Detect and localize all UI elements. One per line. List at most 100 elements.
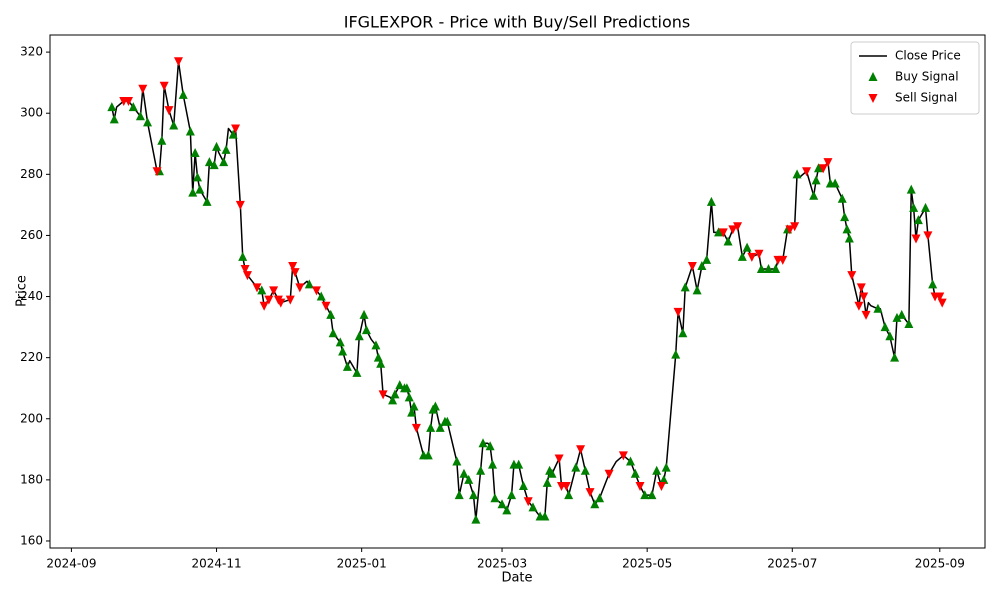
- signal-marker: [778, 255, 788, 265]
- legend: Close Price Buy Signal Sell Signal: [850, 41, 980, 115]
- signal-marker: [747, 252, 757, 262]
- signal-marker: [321, 301, 331, 311]
- signal-marker: [790, 222, 800, 232]
- signal-marker: [178, 89, 188, 99]
- signal-marker: [135, 111, 145, 121]
- signal-marker: [411, 423, 421, 433]
- signal-marker: [316, 291, 326, 301]
- signal-marker: [756, 264, 766, 274]
- signal-marker: [354, 331, 364, 341]
- signal-marker: [376, 358, 386, 368]
- y-tick-label: 260: [20, 228, 43, 242]
- signal-marker: [818, 164, 828, 174]
- y-tick-label: 320: [20, 45, 43, 59]
- legend-label: Buy Signal: [895, 70, 959, 84]
- signal-marker: [518, 480, 528, 490]
- signal-marker: [269, 286, 279, 296]
- signal-marker: [311, 286, 321, 296]
- signal-marker: [152, 167, 162, 177]
- signal-marker: [159, 81, 169, 91]
- signal-marker: [409, 401, 419, 411]
- signal-marker: [471, 514, 481, 524]
- signal-marker: [252, 283, 262, 293]
- signal-marker: [295, 283, 305, 293]
- signal-marker: [706, 196, 716, 206]
- x-tick-label: 2025-09: [915, 557, 965, 571]
- signal-marker: [652, 465, 662, 475]
- signal-marker: [856, 283, 866, 293]
- signal-marker: [844, 233, 854, 243]
- signal-marker: [859, 292, 869, 302]
- signal-marker: [257, 285, 267, 295]
- signal-marker: [763, 264, 773, 274]
- signal-marker: [209, 160, 219, 170]
- signal-marker: [673, 307, 683, 317]
- signal-marker: [528, 502, 538, 512]
- signal-marker: [507, 490, 517, 500]
- signal-marker: [626, 456, 636, 466]
- signal-marker: [219, 157, 229, 167]
- signal-marker: [335, 337, 345, 347]
- signal-marker: [157, 135, 167, 145]
- signal-marker: [742, 242, 752, 252]
- signal-marker: [554, 454, 564, 464]
- chart-title: IFGLEXPOR - Price with Buy/Sell Predicti…: [344, 13, 691, 32]
- signal-marker: [402, 383, 412, 393]
- signal-marker: [785, 225, 795, 235]
- signal-marker: [640, 490, 650, 500]
- signal-marker: [169, 120, 179, 130]
- signal-marker: [342, 361, 352, 371]
- signal-marker: [892, 312, 902, 322]
- signal-marker: [547, 468, 557, 478]
- signal-marker: [173, 57, 183, 67]
- signal-marker: [288, 261, 298, 271]
- signal-marker: [604, 469, 614, 479]
- legend-label: Sell Signal: [895, 91, 957, 105]
- x-tick-label: 2025-05: [622, 557, 672, 571]
- signal-marker: [188, 187, 198, 197]
- x-tick-label: 2024-11: [191, 557, 241, 571]
- signal-marker: [692, 285, 702, 295]
- signal-marker: [221, 144, 231, 154]
- signal-marker: [195, 184, 205, 194]
- signal-marker: [837, 193, 847, 203]
- signal-marker: [680, 282, 690, 292]
- signal-marker: [202, 196, 212, 206]
- signal-marker: [840, 212, 850, 222]
- signal-marker: [702, 254, 712, 264]
- signal-marker: [138, 84, 148, 94]
- signal-marker: [911, 234, 921, 244]
- y-tick-label: 180: [20, 472, 43, 486]
- signal-marker: [935, 292, 945, 302]
- x-tick-label: 2024-09: [46, 557, 96, 571]
- signal-marker: [395, 380, 405, 390]
- signal-marker: [454, 490, 464, 500]
- signal-marker: [687, 261, 697, 271]
- signal-marker: [830, 178, 840, 188]
- signal-marker: [464, 474, 474, 484]
- signal-marker: [913, 215, 923, 225]
- signal-marker: [235, 200, 245, 210]
- signal-marker: [630, 468, 640, 478]
- signal-marker: [671, 349, 681, 359]
- signal-marker: [697, 260, 707, 270]
- y-tick-label: 240: [20, 289, 43, 303]
- signal-marker: [847, 271, 857, 281]
- signal-marker: [497, 499, 507, 509]
- signal-marker: [478, 438, 488, 448]
- signal-marker: [754, 249, 764, 259]
- signal-marker: [659, 474, 669, 484]
- signal-marker: [861, 310, 871, 320]
- signal-marker: [540, 511, 550, 521]
- signal-marker: [771, 264, 781, 274]
- signal-marker: [304, 279, 314, 289]
- signal-marker: [854, 301, 864, 311]
- signal-marker: [880, 322, 890, 332]
- signal-marker: [635, 481, 645, 491]
- signal-marker: [352, 367, 362, 377]
- signal-marker: [390, 389, 400, 399]
- signal-marker: [185, 126, 195, 136]
- signal-marker: [733, 222, 743, 232]
- signal-marker: [109, 114, 119, 124]
